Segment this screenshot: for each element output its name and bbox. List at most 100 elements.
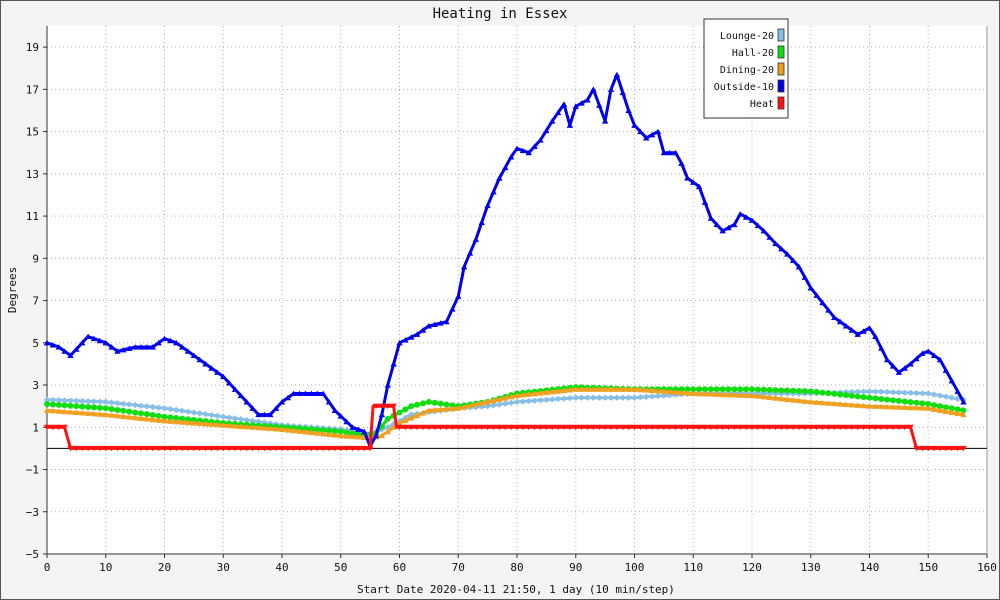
data-point-heat (149, 445, 156, 452)
legend: Lounge-20 Hall-20 Dining-20 Outside-10 Heat (703, 18, 789, 119)
data-point-lounge-20 (90, 398, 98, 405)
data-point-outside-10 (337, 413, 344, 419)
data-point-dining-20 (190, 420, 198, 426)
data-point-outside-10 (813, 292, 820, 298)
data-point-dining-20 (613, 386, 621, 392)
data-point-lounge-20 (96, 398, 104, 405)
data-point-dining-20 (537, 390, 544, 396)
data-point-dining-20 (848, 402, 856, 408)
data-point-heat (249, 445, 256, 452)
series-outside-10 (43, 71, 967, 449)
x-tick-label: 40 (275, 561, 288, 574)
data-point-hall-20 (960, 407, 967, 414)
data-point-outside-10 (737, 211, 744, 217)
data-point-dining-20 (766, 394, 773, 401)
data-point-dining-20 (731, 392, 738, 398)
data-point-hall-20 (925, 401, 932, 408)
data-point-heat (919, 445, 926, 452)
data-point-hall-20 (96, 404, 103, 411)
data-point-lounge-20 (936, 392, 944, 399)
data-point-outside-10 (930, 352, 938, 359)
data-point-hall-20 (91, 404, 97, 411)
data-point-heat (384, 403, 391, 410)
data-point-outside-10 (61, 348, 68, 354)
data-point-hall-20 (913, 399, 920, 406)
data-point-hall-20 (149, 412, 156, 419)
data-point-dining-20 (384, 428, 391, 435)
data-point-dining-20 (314, 430, 321, 436)
data-point-lounge-20 (237, 416, 245, 423)
data-point-outside-10 (590, 86, 597, 92)
data-point-lounge-20 (249, 417, 256, 425)
data-point-outside-10 (261, 411, 268, 418)
data-point-hall-20 (114, 406, 121, 413)
data-point-lounge-20 (126, 401, 133, 408)
y-tick-label: −1 (26, 464, 39, 477)
data-point-outside-10 (513, 145, 521, 152)
y-tick-label: 1 (32, 421, 39, 434)
data-point-dining-20 (343, 433, 350, 439)
data-point-lounge-20 (484, 402, 491, 410)
data-point-heat (502, 424, 509, 431)
data-point-heat (372, 403, 380, 410)
data-point-heat (490, 424, 497, 431)
data-point-dining-20 (801, 398, 809, 404)
data-point-heat (331, 445, 339, 452)
data-point-lounge-20 (43, 396, 51, 404)
data-point-outside-10 (690, 179, 697, 185)
data-point-outside-10 (766, 234, 773, 240)
data-point-heat (73, 445, 80, 452)
data-point-heat (84, 445, 92, 452)
data-point-heat (596, 424, 603, 431)
data-point-outside-10 (701, 199, 709, 205)
data-point-hall-20 (190, 416, 197, 423)
data-point-outside-10 (537, 137, 544, 143)
data-point-outside-10 (460, 263, 468, 270)
data-point-heat (648, 424, 656, 431)
data-point-dining-20 (578, 386, 585, 392)
data-point-heat (161, 445, 168, 452)
data-point-dining-20 (643, 387, 650, 393)
data-point-hall-20 (890, 397, 896, 404)
data-point-outside-10 (566, 122, 574, 128)
data-point-dining-20 (760, 393, 767, 400)
data-point-outside-10 (825, 307, 832, 313)
data-point-dining-20 (531, 390, 538, 397)
data-point-heat (343, 445, 350, 452)
data-point-hall-20 (743, 386, 750, 393)
data-point-outside-10 (613, 71, 621, 78)
data-point-heat (173, 445, 180, 452)
data-point-dining-20 (431, 407, 438, 413)
x-tick-label: 120 (742, 561, 762, 574)
data-point-outside-10 (819, 299, 826, 306)
y-tick-label: −3 (26, 506, 39, 519)
data-point-dining-20 (126, 414, 133, 420)
data-point-dining-20 (619, 386, 626, 392)
data-point-outside-10 (789, 257, 797, 263)
data-point-hall-20 (801, 388, 808, 395)
data-point-dining-20 (349, 433, 356, 440)
data-point-dining-20 (543, 389, 550, 395)
data-point-heat (49, 424, 57, 431)
y-tick-label: 17 (26, 83, 39, 96)
data-point-outside-10 (936, 356, 944, 363)
data-point-outside-10 (572, 103, 579, 109)
data-point-dining-20 (484, 399, 491, 405)
data-point-outside-10 (184, 348, 192, 354)
data-point-heat (61, 424, 68, 431)
data-point-lounge-20 (143, 403, 151, 410)
data-point-heat (936, 445, 944, 452)
data-point-outside-10 (919, 350, 926, 356)
data-point-outside-10 (748, 217, 756, 223)
data-point-hall-20 (713, 386, 720, 393)
data-point-lounge-20 (607, 394, 615, 401)
data-point-outside-10 (549, 118, 556, 124)
data-point-dining-20 (425, 407, 433, 413)
y-tick-label: 19 (26, 41, 39, 54)
data-point-lounge-20 (613, 394, 621, 401)
data-point-hall-20 (825, 390, 832, 397)
data-point-lounge-20 (202, 410, 209, 418)
data-point-lounge-20 (560, 395, 568, 402)
data-point-dining-20 (584, 386, 591, 392)
data-point-heat (137, 445, 145, 452)
